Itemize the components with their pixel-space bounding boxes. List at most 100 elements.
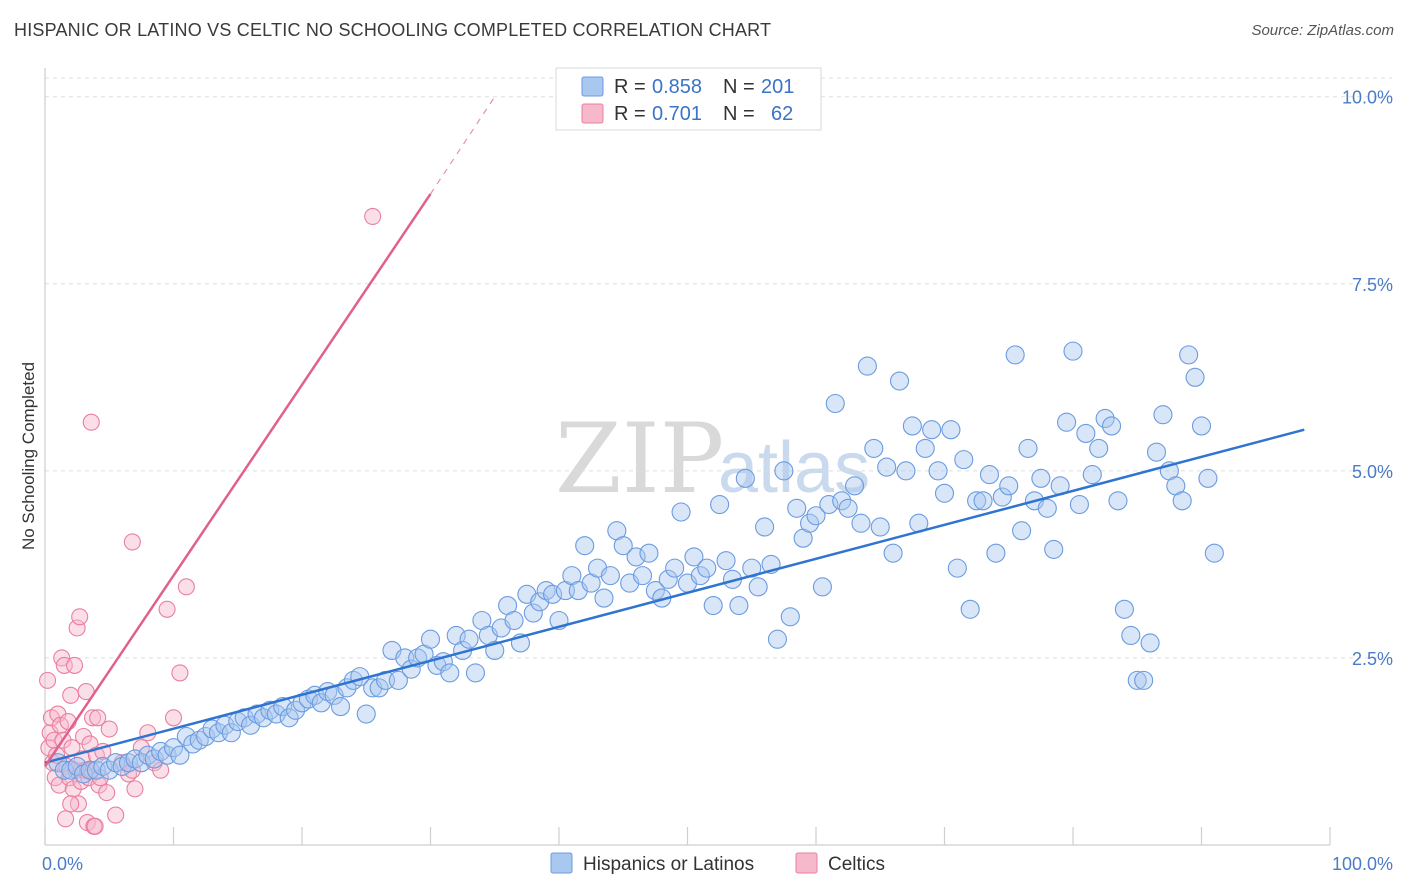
legend-top: R = 0.858 N = 201 R = 0.701 N = 62 [555, 67, 822, 131]
watermark-atlas: atlas [718, 428, 870, 508]
y-tick-label: 5.0% [1352, 462, 1393, 482]
hispanics-point [922, 420, 942, 440]
hispanics-point [697, 558, 717, 578]
hispanics-points [48, 341, 1224, 784]
celtics-point [100, 720, 118, 738]
celtics-point [66, 656, 84, 674]
celtics-point [98, 784, 116, 802]
hispanics-point [716, 551, 736, 571]
celtics-point [158, 600, 176, 618]
legend-r-value-pink: 0.701 [652, 103, 702, 125]
legend-bottom-label-hispanics: Hispanics or Latinos [583, 854, 754, 875]
hispanics-point [889, 371, 910, 391]
hispanics-point [632, 566, 653, 586]
hispanics-point [1191, 416, 1212, 436]
hispanics-point [67, 756, 87, 776]
hispanics-point [170, 745, 190, 765]
celtics-point [62, 686, 80, 704]
hispanics-point [356, 704, 376, 724]
hispanics-point [369, 678, 389, 698]
hispanics-point [851, 513, 871, 533]
hispanics-point [870, 517, 890, 537]
legend-n-label-pink: N = [723, 103, 755, 125]
hispanics-point [748, 577, 768, 597]
hispanics-point [864, 438, 884, 458]
hispanics-point [99, 760, 119, 780]
hispanics-point [665, 558, 685, 578]
celtics-point [171, 664, 189, 682]
hispanics-point [138, 745, 158, 765]
celtics-point [123, 533, 141, 551]
hispanics-point [459, 629, 479, 649]
legend-bottom-swatch-blue [550, 852, 573, 874]
chart-source: Source: ZipAtlas.com [1251, 22, 1394, 39]
hispanics-point [755, 517, 775, 537]
legend-n-value-blue: 201 [761, 76, 794, 98]
hispanics-point [857, 356, 877, 376]
hispanics-point [144, 749, 164, 769]
hispanics-point [1153, 405, 1173, 425]
hispanics-point [247, 704, 267, 724]
hispanics-point [260, 700, 280, 720]
hispanics-point [1127, 670, 1147, 690]
celtics-point [126, 780, 144, 798]
hispanics-point [1069, 494, 1089, 515]
hispanics-point [967, 491, 987, 511]
x-tick-label-min: 0.0% [42, 854, 83, 874]
celtics-point [83, 709, 102, 727]
celtics-point [177, 578, 195, 596]
legend-bottom-label-celtics: Celtics [828, 854, 885, 875]
hispanics-point [999, 476, 1019, 496]
hispanics-point [1044, 539, 1064, 559]
celtics-point [57, 810, 75, 828]
hispanics-point [947, 558, 967, 578]
axes [44, 68, 1331, 846]
hispanics-point [253, 708, 274, 728]
hispanics-point [1204, 543, 1224, 563]
hispanics-point [1082, 465, 1102, 485]
hispanics-point [986, 543, 1006, 563]
hispanics-point [1134, 670, 1154, 690]
hispanics-point [832, 491, 852, 511]
hispanics-point [61, 760, 81, 780]
hispanics-point [613, 536, 633, 556]
hispanics-point [1037, 498, 1057, 518]
hispanics-point [941, 420, 961, 440]
hispanics-point [196, 726, 216, 747]
celtics-point [82, 413, 100, 431]
hispanics-point [330, 697, 351, 717]
hispanics-point [523, 603, 543, 623]
hispanics-point [125, 749, 145, 769]
hispanics-point [420, 629, 441, 649]
celtics-point [71, 608, 89, 626]
hispanics-point [992, 487, 1012, 507]
celtics-point [86, 817, 104, 835]
hispanics-point [1063, 341, 1083, 361]
hispanics-point [1114, 599, 1134, 619]
hispanics-point [729, 595, 749, 616]
legend-bottom-swatch-pink [795, 852, 818, 874]
celtics-trend-extension [429, 96, 496, 195]
legend-bottom: Hispanics or Latinos Celtics [550, 852, 885, 875]
hispanics-point [690, 566, 710, 586]
hispanics-point [189, 730, 209, 750]
hispanics-point [600, 566, 620, 586]
hispanics-point [902, 416, 922, 436]
hispanics-point [703, 595, 723, 616]
hispanics-point [684, 547, 704, 567]
hispanics-point [710, 494, 730, 515]
legend-r-label-pink: R = [614, 103, 646, 125]
hispanics-point [767, 629, 788, 649]
hispanics-point [838, 498, 858, 518]
hispanics-point [973, 491, 993, 511]
hispanics-point [1005, 345, 1025, 365]
hispanics-point [1179, 345, 1199, 365]
hispanics-point [93, 756, 113, 776]
hispanics-point [1012, 521, 1032, 541]
hispanics-point [1095, 408, 1115, 429]
hispanics-point [742, 558, 762, 578]
hispanics-point [465, 663, 486, 683]
hispanics-point [1146, 442, 1167, 462]
hispanics-point [877, 457, 897, 477]
